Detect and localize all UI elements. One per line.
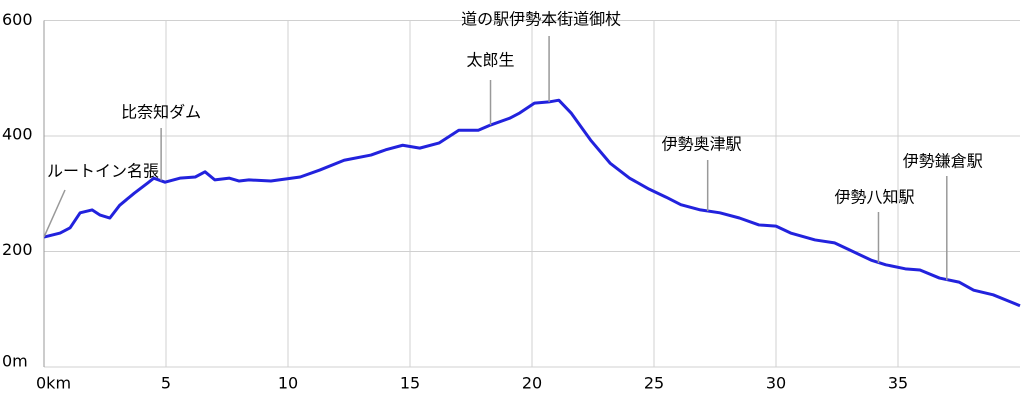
- x-tick-label: 20: [522, 374, 542, 393]
- x-tick-label: 30: [766, 374, 786, 393]
- elevation-line: [43, 98, 1021, 308]
- x-tick-label: 0km: [36, 374, 71, 393]
- x-tick-label: 25: [644, 374, 664, 393]
- y-tick-label: 200: [2, 240, 33, 259]
- y-tick-label: 400: [2, 125, 33, 144]
- annotation-label: 太郎生: [467, 51, 515, 70]
- annotation-leader: [43, 189, 66, 238]
- y-tick-label: 600: [2, 10, 33, 29]
- x-tick-label: 10: [278, 374, 298, 393]
- annotation-label: 伊勢八知駅: [834, 188, 914, 207]
- annotation-label: 伊勢奥津駅: [662, 135, 742, 154]
- x-tick-label: 15: [400, 374, 420, 393]
- x-tick-label: 35: [888, 374, 908, 393]
- x-tick-label: 5: [161, 374, 171, 393]
- y-tick-label: 0m: [2, 352, 28, 371]
- annotation-label: ルートイン名張: [47, 162, 159, 181]
- annotation-label: 伊勢鎌倉駅: [903, 152, 983, 171]
- annotation-label: 道の駅伊勢本街道御杖: [461, 10, 621, 29]
- annotation-label: 比奈知ダム: [121, 103, 201, 122]
